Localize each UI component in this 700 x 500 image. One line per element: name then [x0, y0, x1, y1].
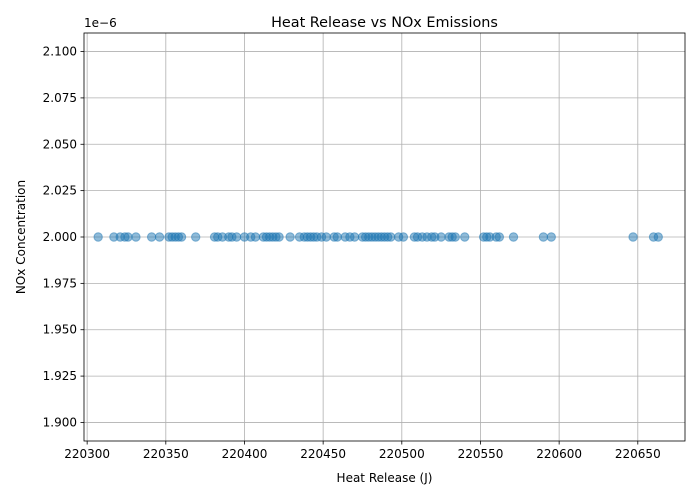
data-point: [131, 232, 141, 242]
y-tick-label: 2.000: [43, 230, 77, 244]
data-point: [285, 232, 295, 242]
x-tick-label: 220600: [536, 447, 582, 461]
data-point: [154, 232, 165, 242]
data-point: [460, 232, 470, 242]
data-point: [538, 232, 549, 242]
data-point: [494, 232, 505, 242]
data-point: [321, 232, 331, 242]
chart-title: Heat Release vs NOx Emissions: [271, 15, 498, 31]
data-point: [274, 232, 284, 242]
data-point: [508, 232, 519, 242]
y-tick-label: 1.950: [43, 323, 77, 337]
x-tick-label: 220650: [615, 447, 661, 461]
x-axis-ticks: 220300 220350 220400 220450 220500 220550 2206…: [64, 441, 661, 461]
data-point: [123, 232, 133, 242]
data-point: [146, 232, 157, 242]
x-tick-label: 220500: [379, 447, 425, 461]
y-tick-label: 1.925: [43, 369, 77, 383]
data-point: [450, 232, 460, 242]
y-axis-ticks: 1.900 1.925 1.950 1.975 2.000 2.025 2.050 2.075…: [43, 45, 84, 429]
data-point: [349, 232, 360, 242]
y-tick-label: 2.075: [43, 91, 77, 105]
y-tick-label: 1.975: [43, 276, 77, 290]
data-point: [628, 232, 638, 242]
data-point: [398, 232, 409, 242]
x-tick-label: 220450: [300, 447, 346, 461]
y-tick-label: 2.050: [43, 137, 77, 151]
data-point: [436, 232, 446, 242]
data-point: [176, 232, 187, 242]
y-tick-label: 2.025: [43, 184, 77, 198]
data-point: [93, 232, 103, 242]
data-point: [191, 232, 201, 242]
data-point: [653, 232, 663, 242]
data-points: [93, 232, 663, 242]
data-point: [250, 232, 261, 242]
y-axis-offset-label: 1e−6: [84, 16, 117, 30]
y-axis-label: NOx Concentration: [14, 180, 28, 294]
data-point: [546, 232, 556, 242]
data-point: [231, 232, 242, 242]
x-tick-label: 220350: [143, 447, 189, 461]
data-point: [386, 232, 396, 242]
data-point: [332, 232, 343, 242]
x-tick-label: 220400: [222, 447, 268, 461]
x-axis-label: Heat Release (J): [337, 471, 433, 485]
y-tick-label: 1.900: [43, 415, 77, 429]
y-tick-label: 2.100: [43, 45, 77, 59]
x-tick-label: 220300: [64, 447, 110, 461]
x-tick-label: 220550: [458, 447, 504, 461]
